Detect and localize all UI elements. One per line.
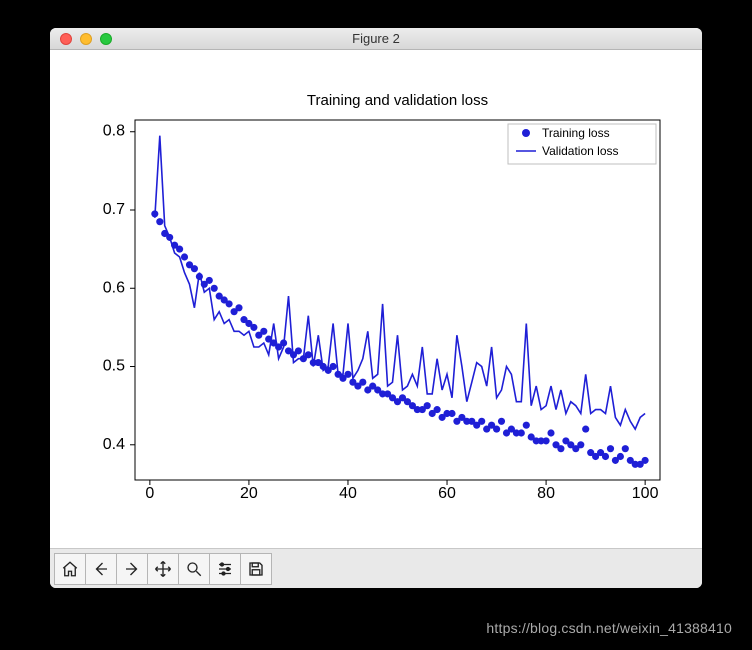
zoom-icon[interactable] [100, 33, 112, 45]
watermark-text: https://blog.csdn.net/weixin_41388410 [486, 620, 732, 636]
figure-window: Figure 2 Training and validation loss 0 20… [50, 28, 702, 588]
zoom-button[interactable] [178, 553, 210, 585]
y-tick-label: 0.5 [103, 358, 125, 375]
x-tick-label: 80 [537, 485, 555, 502]
y-tick-label: 0.4 [103, 436, 125, 453]
legend-label: Validation loss [542, 144, 619, 158]
loss-chart: Training and validation loss 0 20 40 60 80 100… [50, 50, 702, 548]
x-tick-label: 0 [145, 485, 154, 502]
validation-loss-line [155, 136, 645, 429]
y-tick-label: 0.8 [103, 123, 125, 140]
y-tick-label: 0.6 [103, 279, 125, 296]
x-tick-label: 20 [240, 485, 258, 502]
forward-button[interactable] [116, 553, 148, 585]
plot-canvas: Training and validation loss 0 20 40 60 80 100… [50, 50, 702, 548]
window-title: Figure 2 [50, 31, 702, 46]
legend: Training loss Validation loss [508, 124, 656, 164]
home-button[interactable] [54, 553, 86, 585]
training-loss-points [151, 210, 648, 468]
x-tick-label: 40 [339, 485, 357, 502]
y-tick-label: 0.7 [103, 201, 125, 218]
x-tick-label: 60 [438, 485, 456, 502]
titlebar: Figure 2 [50, 28, 702, 50]
legend-label: Training loss [542, 126, 610, 140]
x-tick-label: 100 [632, 485, 659, 502]
back-button[interactable] [85, 553, 117, 585]
minimize-icon[interactable] [80, 33, 92, 45]
save-button[interactable] [240, 553, 272, 585]
configure-button[interactable] [209, 553, 241, 585]
window-controls [60, 33, 112, 45]
axes-frame [135, 120, 660, 480]
matplotlib-toolbar [50, 548, 702, 588]
pan-button[interactable] [147, 553, 179, 585]
chart-title: Training and validation loss [307, 92, 488, 109]
close-icon[interactable] [60, 33, 72, 45]
